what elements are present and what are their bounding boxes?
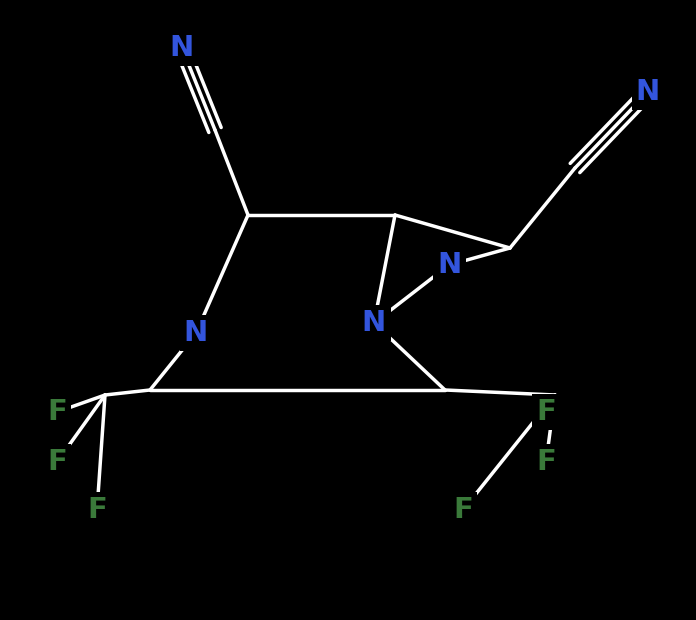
Text: N: N xyxy=(184,319,208,347)
Text: F: F xyxy=(536,448,556,476)
Text: N: N xyxy=(437,251,461,279)
Text: F: F xyxy=(536,398,556,426)
Text: F: F xyxy=(453,496,473,524)
Text: F: F xyxy=(47,398,67,426)
Text: N: N xyxy=(362,309,386,337)
Text: F: F xyxy=(47,448,67,476)
Text: N: N xyxy=(170,34,194,62)
Text: F: F xyxy=(87,496,107,524)
Text: N: N xyxy=(636,78,660,106)
